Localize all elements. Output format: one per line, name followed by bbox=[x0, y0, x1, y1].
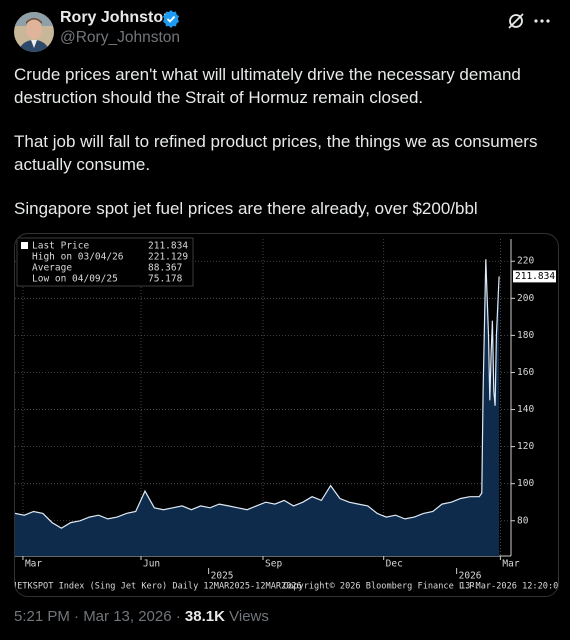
grok-icon[interactable] bbox=[506, 11, 526, 31]
legend-value: 221.129 bbox=[148, 252, 188, 263]
y-tick-label: 220 bbox=[517, 256, 534, 267]
legend-swatch bbox=[21, 242, 28, 249]
y-tick-label: 120 bbox=[517, 441, 534, 452]
x-tick-label: Mar bbox=[502, 559, 519, 570]
source-line: JETKSPOT Index (Sing Jet Kero) Daily 12M… bbox=[15, 582, 302, 592]
tweet-paragraph: Singapore spot jet fuel prices are there… bbox=[14, 199, 478, 218]
tweet-paragraph: Crude prices aren't what will ultimately… bbox=[14, 65, 521, 107]
chart: 80 100 120 140 160 180 200 220 Mar Jun Sep Dec Mar 20… bbox=[15, 237, 558, 596]
generated-time: 13-Mar-2026 12:20:07 bbox=[460, 582, 558, 592]
legend: Last Price 211.834 High on 03/04/26 221.129… bbox=[16, 237, 194, 287]
handle[interactable]: @Rory_Johnston bbox=[60, 29, 180, 46]
avatar[interactable] bbox=[14, 12, 54, 52]
timestamp[interactable]: 5:21 PM · Mar 13, 2026 · bbox=[14, 608, 181, 625]
view-count: 38.1K bbox=[184, 608, 225, 625]
verified-badge bbox=[163, 10, 179, 28]
y-tick-label: 100 bbox=[517, 478, 534, 489]
copyright: Copyright© 2026 Bloomberg Finance L.P. bbox=[283, 582, 480, 592]
legend-label: Low on 04/09/25 bbox=[32, 274, 118, 285]
legend-value: 88.367 bbox=[148, 263, 182, 274]
views-label: Views bbox=[229, 608, 269, 625]
x-tick-label: Sep bbox=[265, 559, 282, 570]
y-tick-label: 80 bbox=[517, 515, 529, 526]
tweet-meta: 5:21 PM · Mar 13, 2026 · 38.1K Views bbox=[14, 608, 269, 625]
area bbox=[15, 259, 500, 556]
legend-value: 75.178 bbox=[148, 274, 183, 285]
year-tick-label: 2025 bbox=[211, 571, 234, 582]
more-icon[interactable] bbox=[532, 11, 552, 31]
x-tick-label: Mar bbox=[25, 559, 42, 570]
y-tick-label: 180 bbox=[517, 330, 534, 341]
chart-image[interactable]: 80 100 120 140 160 180 200 220 Mar Jun Sep Dec Mar 20… bbox=[14, 233, 559, 597]
author-name[interactable]: Rory Johnston bbox=[60, 9, 173, 26]
y-tick-label: 160 bbox=[517, 367, 534, 378]
legend-label: High on 03/04/26 bbox=[32, 252, 124, 263]
y-tick-label: 140 bbox=[517, 404, 534, 415]
line bbox=[15, 259, 500, 529]
legend-value: 211.834 bbox=[148, 241, 188, 252]
last-price-label: 211.834 bbox=[515, 271, 555, 282]
last-price-tag bbox=[513, 270, 556, 283]
legend-label: Average bbox=[32, 263, 72, 274]
tweet-body: Crude prices aren't what will ultimately… bbox=[14, 63, 562, 241]
y-tick-label: 200 bbox=[517, 293, 534, 304]
year-tick-label: 2026 bbox=[459, 571, 482, 582]
x-tick-label: Dec bbox=[386, 559, 403, 570]
legend-box bbox=[16, 237, 194, 287]
x-tick-label: Jun bbox=[143, 559, 160, 570]
x-axis-band bbox=[15, 556, 558, 596]
tweet-paragraph: That job will fall to refined product pr… bbox=[14, 132, 538, 174]
legend-label: Last Price bbox=[32, 241, 89, 252]
